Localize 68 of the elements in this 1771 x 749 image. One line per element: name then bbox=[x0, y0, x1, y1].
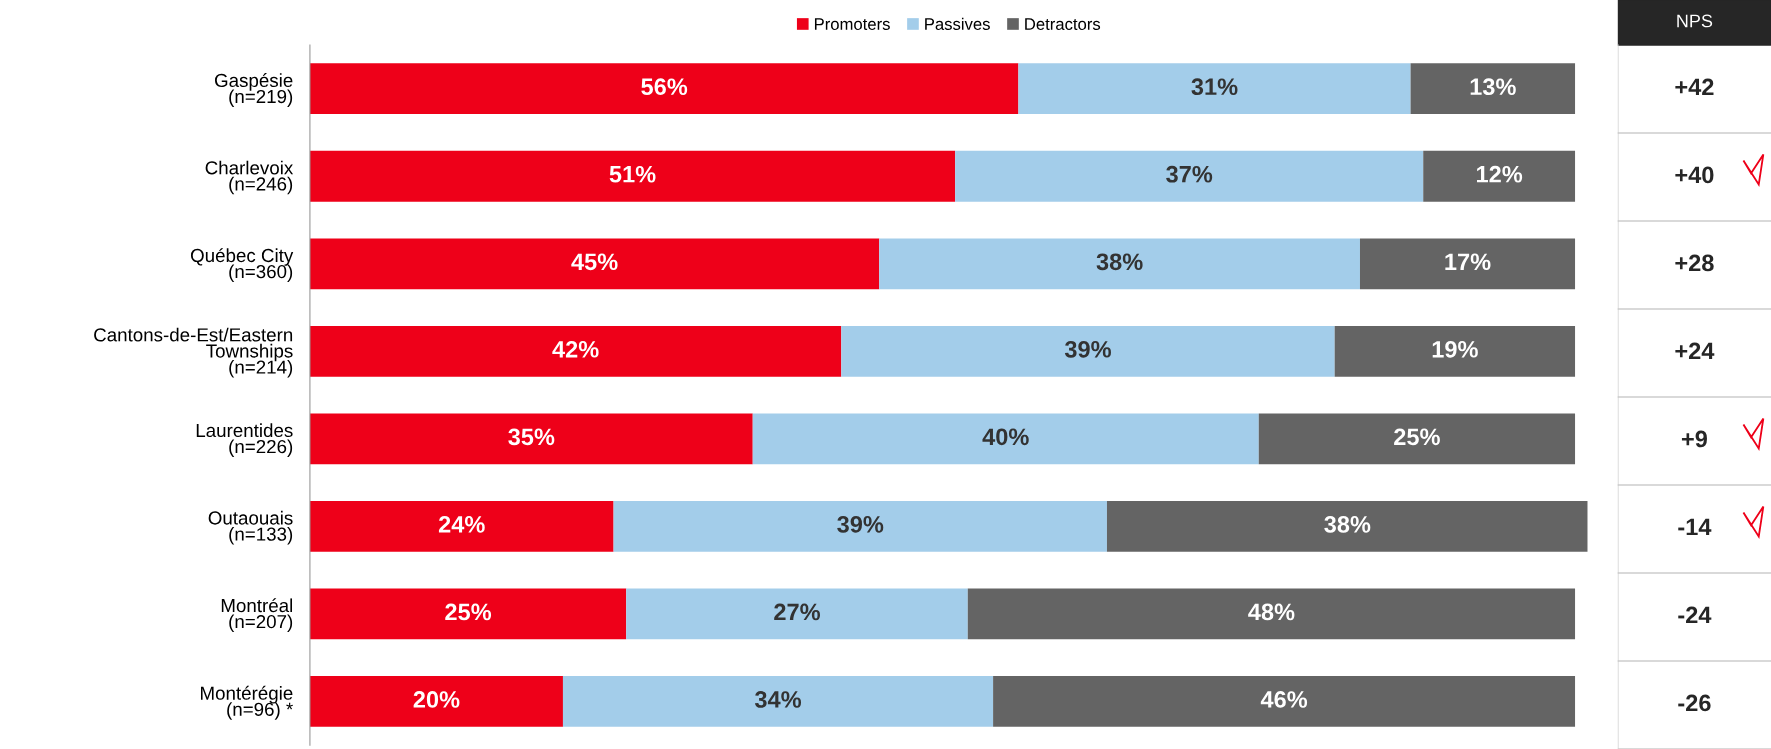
y-tick-label: Outaouais (n=133) bbox=[208, 510, 293, 545]
bar bbox=[955, 150, 1424, 202]
y-tick-label: Charlevoix (n=246) bbox=[205, 160, 294, 195]
bar bbox=[1359, 238, 1576, 290]
bar bbox=[309, 150, 956, 202]
bar bbox=[1018, 63, 1411, 115]
text: NPS bbox=[1677, 14, 1713, 28]
data-label: 27% bbox=[774, 603, 821, 621]
bar bbox=[309, 325, 842, 377]
data-label: 20% bbox=[413, 691, 460, 708]
data-label: 25% bbox=[1394, 428, 1440, 446]
y-tick-label: Gaspésie (n=219) bbox=[214, 73, 293, 107]
y-tick-label: Montréal (n=207) bbox=[221, 598, 293, 632]
bar bbox=[1410, 63, 1576, 115]
data-label: 38% bbox=[1324, 516, 1371, 533]
data-label: 34% bbox=[754, 691, 802, 708]
data-label: 38% bbox=[1096, 253, 1143, 271]
bar bbox=[309, 501, 614, 552]
text: -26 bbox=[1678, 694, 1711, 712]
bar bbox=[1106, 501, 1588, 552]
bar bbox=[309, 413, 753, 465]
data-label: 45% bbox=[571, 253, 618, 271]
bar bbox=[309, 676, 563, 727]
bar bbox=[309, 588, 627, 640]
data-label: 42% bbox=[552, 340, 599, 358]
legend-label: Detractors bbox=[1025, 18, 1101, 30]
text: +9 bbox=[1681, 430, 1707, 448]
data-label: 48% bbox=[1248, 603, 1295, 621]
y-tick-label: Cantons-de-Est/Eastern Townships (n=214) bbox=[94, 327, 293, 378]
bar bbox=[1423, 150, 1576, 202]
text: -14 bbox=[1678, 518, 1712, 536]
bar bbox=[562, 676, 994, 727]
legend-label: Promoters bbox=[814, 18, 890, 30]
y-tick-label: Laurentides (n=226) bbox=[196, 423, 293, 457]
bar bbox=[626, 588, 968, 640]
y-tick-label: Montérégie (n=96) * bbox=[201, 685, 293, 720]
text: +40 bbox=[1675, 166, 1714, 184]
data-label: 24% bbox=[438, 516, 485, 533]
bar bbox=[1334, 325, 1576, 377]
bar bbox=[613, 501, 1107, 552]
data-label: 17% bbox=[1445, 253, 1491, 271]
bar bbox=[752, 413, 1259, 465]
bar bbox=[879, 238, 1360, 290]
data-label: 19% bbox=[1432, 340, 1478, 358]
text: -24 bbox=[1678, 606, 1712, 624]
data-label: 13% bbox=[1470, 78, 1516, 96]
bar bbox=[1258, 413, 1576, 465]
data-label: 56% bbox=[641, 78, 688, 96]
data-label: 46% bbox=[1260, 691, 1308, 708]
text: +24 bbox=[1675, 342, 1715, 360]
data-label: 37% bbox=[1166, 165, 1213, 183]
text: +42 bbox=[1675, 78, 1714, 96]
bar bbox=[309, 238, 880, 290]
data-label: 51% bbox=[609, 165, 656, 183]
bar bbox=[841, 325, 1335, 377]
data-label: 35% bbox=[508, 428, 555, 446]
text: +28 bbox=[1675, 254, 1714, 272]
data-label: 31% bbox=[1191, 78, 1238, 96]
data-label: 39% bbox=[837, 516, 884, 533]
bar bbox=[993, 676, 1576, 727]
data-label: 39% bbox=[1064, 340, 1111, 358]
data-label: 12% bbox=[1477, 165, 1523, 183]
data-label: 40% bbox=[982, 428, 1029, 446]
y-tick-label: Québec City (n=360) bbox=[190, 248, 294, 282]
data-label: 25% bbox=[445, 603, 492, 621]
bar bbox=[309, 63, 1019, 115]
bar bbox=[967, 588, 1576, 640]
legend-label: Passives bbox=[925, 17, 990, 30]
